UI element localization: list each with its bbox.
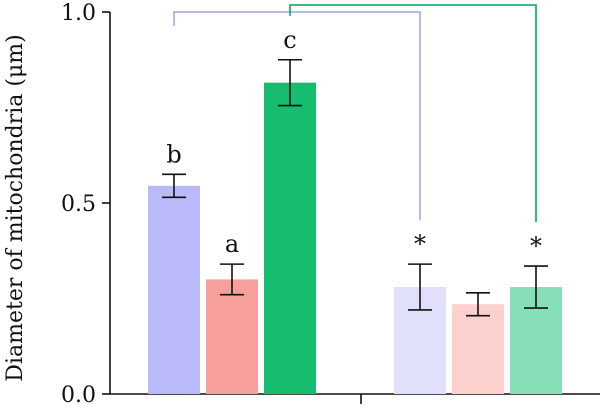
significance-label: c — [283, 26, 296, 54]
bar-labels: b a c * * — [166, 26, 542, 260]
y-tick-label: 0.5 — [61, 192, 96, 217]
y-tick-label: 1.0 — [61, 1, 96, 26]
comparison-brackets — [173, 4, 537, 223]
error-bars — [162, 58, 548, 317]
bar — [452, 304, 504, 394]
comparison-bracket — [173, 11, 421, 221]
y-axis-label: Diameter of mitochondria (μm) — [3, 34, 28, 381]
significance-label: * — [414, 230, 426, 258]
bars — [148, 82, 562, 395]
y-tick-label: 0.0 — [61, 383, 96, 408]
comparison-bracket — [289, 4, 537, 223]
bar — [206, 279, 258, 394]
significance-label: b — [166, 140, 181, 168]
bar — [148, 185, 200, 394]
significance-label: * — [530, 232, 542, 260]
bar — [264, 82, 316, 395]
significance-label: a — [225, 230, 239, 258]
